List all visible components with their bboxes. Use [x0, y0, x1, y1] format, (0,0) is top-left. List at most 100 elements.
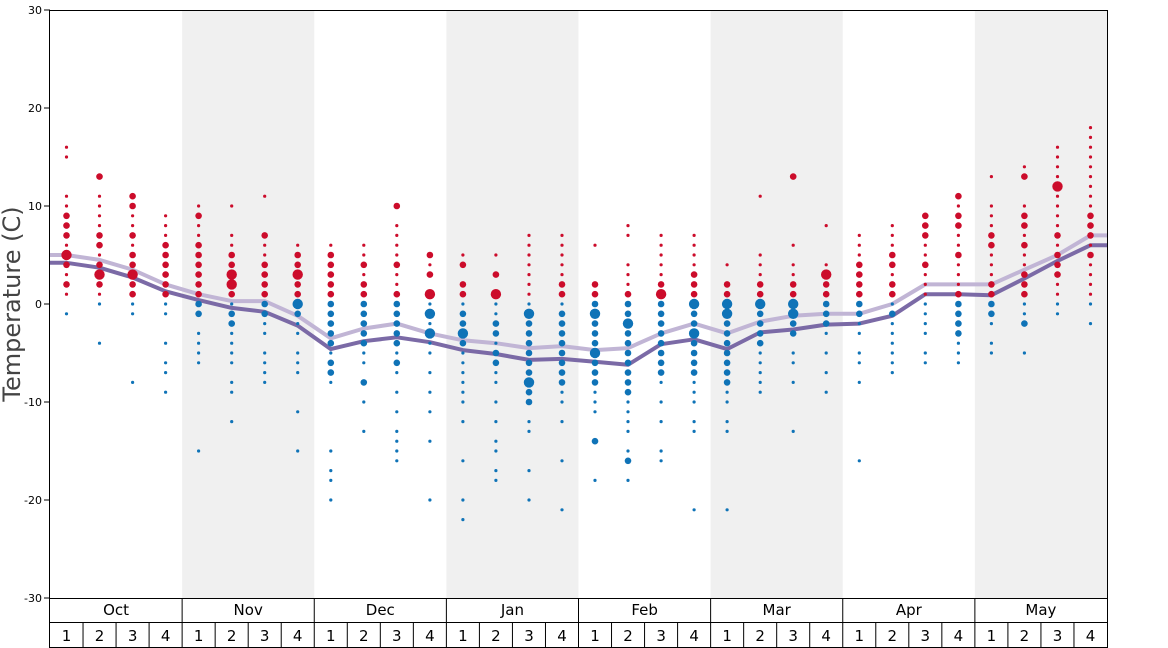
temperature-dot	[756, 281, 764, 288]
temperature-dot	[626, 420, 630, 424]
temperature-dot	[989, 204, 994, 208]
temperature-dot	[459, 281, 467, 288]
temperature-dot	[525, 369, 533, 376]
temperature-dot	[1021, 222, 1028, 229]
temperature-dot	[395, 410, 399, 414]
temperature-dot	[1088, 155, 1093, 159]
temperature-dot	[492, 330, 500, 337]
temperature-dot	[393, 359, 401, 367]
temperature-dot	[657, 349, 665, 357]
temperature-dot	[791, 361, 795, 365]
temperature-dot	[228, 320, 235, 327]
temperature-dot	[657, 281, 665, 288]
temperature-dot	[226, 279, 237, 290]
week-label: 2	[491, 627, 501, 645]
temperature-dot	[494, 253, 498, 257]
temperature-dot	[263, 331, 267, 335]
temperature-dot	[230, 390, 234, 394]
temperature-dot	[230, 243, 234, 247]
temperature-dot	[393, 310, 401, 318]
temperature-dot	[457, 328, 469, 339]
temperature-dot	[164, 224, 168, 228]
temperature-dot	[723, 290, 731, 298]
temperature-dot	[195, 212, 202, 220]
temperature-dot	[360, 339, 368, 347]
temperature-dot	[1088, 204, 1093, 208]
temperature-dot	[395, 459, 399, 463]
temperature-dot	[360, 330, 368, 337]
temperature-dot	[591, 437, 599, 445]
temperature-dot	[692, 429, 696, 433]
temperature-dot	[692, 390, 696, 394]
temperature-dot	[725, 420, 729, 424]
temperature-dot	[922, 212, 929, 220]
temperature-dot	[525, 320, 533, 327]
temperature-dot	[624, 359, 632, 367]
temperature-dot	[1055, 282, 1060, 286]
temperature-dot	[525, 330, 533, 337]
temperature-dot	[655, 289, 667, 300]
temperature-dot	[197, 204, 201, 208]
temperature-dot	[989, 175, 994, 179]
temperature-dot	[857, 331, 861, 335]
temperature-dot	[327, 339, 335, 347]
temperature-dot	[294, 281, 302, 288]
temperature-dot	[459, 290, 467, 298]
temperature-dot	[263, 194, 267, 198]
temperature-dot	[955, 251, 962, 259]
temperature-dot	[263, 371, 267, 375]
temperature-dot	[393, 261, 401, 269]
temperature-dot	[1052, 181, 1063, 192]
temperature-dot	[659, 459, 663, 463]
temperature-dot	[424, 308, 436, 319]
temperature-dot	[1022, 253, 1026, 257]
temperature-dot	[360, 310, 368, 318]
temperature-dot	[659, 420, 663, 424]
temperature-dot	[922, 261, 929, 269]
temperature-dot	[721, 298, 733, 310]
temperature-dot	[624, 369, 632, 376]
y-tick-label: -10	[24, 396, 42, 409]
temperature-dot	[294, 251, 302, 259]
temperature-dot	[591, 339, 599, 347]
temperature-dot	[593, 400, 597, 404]
temperature-dot	[292, 269, 303, 280]
temperature-dot	[393, 300, 401, 308]
temperature-dot	[164, 233, 168, 237]
temperature-dot	[261, 310, 269, 318]
temperature-dot	[230, 204, 234, 208]
temperature-dot	[127, 269, 138, 280]
temperature-dot	[692, 253, 696, 257]
temperature-dot	[426, 271, 434, 278]
temperature-dot	[626, 410, 630, 414]
temperature-dot	[955, 310, 962, 318]
temperature-dot	[97, 341, 102, 345]
temperature-dot	[824, 390, 828, 394]
temperature-dot	[560, 459, 564, 463]
temperature-dot	[955, 300, 962, 308]
temperature-dot	[657, 359, 665, 367]
temperature-dot	[329, 380, 333, 384]
temperature-dot	[1021, 271, 1028, 278]
temperature-dot	[197, 233, 201, 237]
temperature-dot	[560, 233, 564, 237]
temperature-dot	[560, 420, 564, 424]
temperature-dot	[162, 281, 169, 288]
temperature-dot	[558, 290, 566, 298]
temperature-dot	[856, 310, 863, 318]
y-tick-label: -20	[24, 494, 42, 507]
temperature-dot	[626, 478, 630, 482]
temperature-dot	[723, 349, 731, 357]
temperature-dot	[428, 351, 432, 355]
temperature-dot	[690, 281, 698, 288]
temperature-dot	[494, 380, 498, 384]
temperature-dot	[1021, 290, 1028, 298]
week-label: 3	[524, 627, 534, 645]
temperature-dot	[494, 302, 498, 306]
temperature-dot	[988, 290, 995, 298]
y-tick-label: 0	[35, 298, 42, 311]
temperature-dot	[395, 351, 399, 355]
temperature-dot	[758, 194, 762, 198]
x-axis: Oct 1 2 3 4 Nov 1 2 3 4 Dec 1 2 3 4 Jan 1 2 3 4 Feb 1 2 3 4 Mar 1 2…	[49, 598, 1108, 648]
temperature-dot	[956, 351, 961, 355]
